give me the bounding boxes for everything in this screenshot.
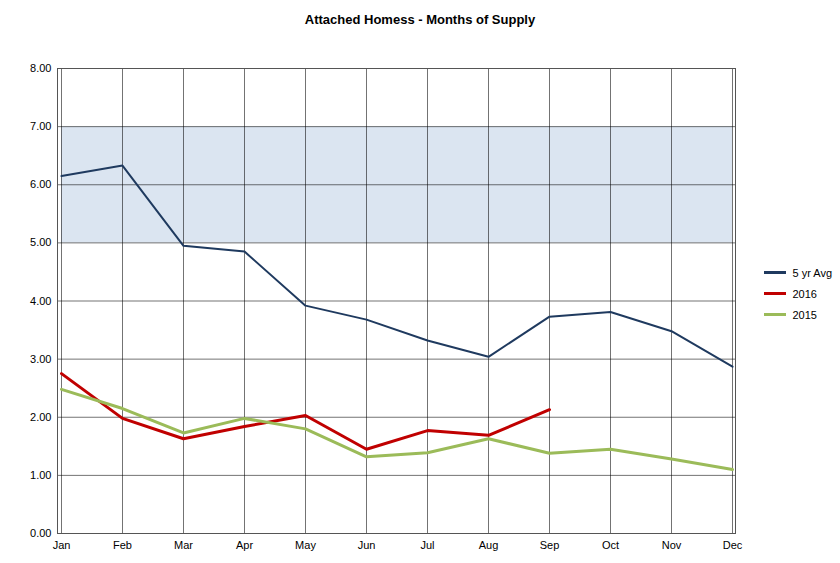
svg-text:Apr: Apr <box>236 539 253 551</box>
html-text:5 yr Avg: 5 yr Avg <box>792 266 832 279</box>
html-text:Attached Homess - Months of Su: Attached Homess - Months of Supply <box>304 12 536 27</box>
svg-text:2.00: 2.00 <box>30 411 51 423</box>
svg-text:Feb: Feb <box>113 539 132 551</box>
svg-text:Oct: Oct <box>602 539 619 551</box>
svg-text:Aug: Aug <box>479 539 499 551</box>
svg-text:May: May <box>295 539 316 551</box>
svg-text:5.00: 5.00 <box>30 236 51 248</box>
svg-text:Sep: Sep <box>540 539 560 551</box>
svg-text:3.00: 3.00 <box>30 353 51 365</box>
html-text:2015: 2015 <box>792 308 817 321</box>
svg-text:1.00: 1.00 <box>30 469 51 481</box>
svg-text:6.00: 6.00 <box>30 178 51 190</box>
svg-text:8.00: 8.00 <box>30 62 51 74</box>
svg-text:0.00: 0.00 <box>30 527 51 539</box>
svg-text:Jan: Jan <box>53 539 71 551</box>
svg-text:Jun: Jun <box>358 539 376 551</box>
svg-text:7.00: 7.00 <box>30 120 51 132</box>
svg-text:Mar: Mar <box>174 539 193 551</box>
svg-text:Nov: Nov <box>662 539 682 551</box>
svg-text:Dec: Dec <box>723 539 743 551</box>
svg-text:Jul: Jul <box>420 539 434 551</box>
html-text:2016: 2016 <box>792 287 817 300</box>
svg-text:4.00: 4.00 <box>30 295 51 307</box>
